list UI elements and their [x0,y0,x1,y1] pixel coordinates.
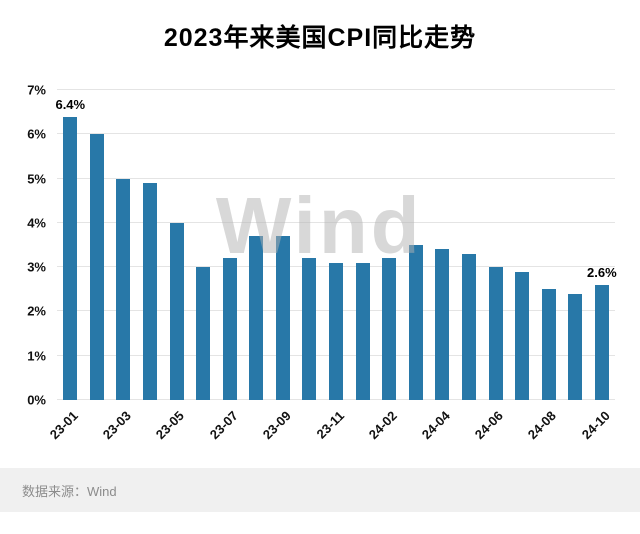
y-axis: 0% 1% 2% 3% 4% 5% 6% 7% [0,83,52,408]
bar-slot-24-05 [456,90,483,400]
chart-title: 2023年来美国CPI同比走势 [163,24,477,52]
x-tick-label: 24-02 [365,408,400,443]
bar-slot-23-01: 6.4% 23-01 [47,90,86,443]
bar-slot-23-10 [296,90,323,400]
gridline [57,177,615,179]
bar-slot-24-08: 24-08 [525,90,562,442]
bar-slot-24-02: 24-02 [366,90,403,442]
y-tick-label: 4% [27,215,46,231]
bar-slot-23-11: 23-11 [313,90,350,442]
bar-24-02 [382,258,397,400]
bar-slot-23-07: 23-07 [206,90,243,442]
bar-24-07 [515,271,530,400]
source-label: 数据来源：Wind [22,483,117,499]
bar-slot-23-05: 23-05 [153,90,190,442]
bar-23-11 [329,262,344,400]
y-tick-label: 5% [27,171,46,187]
bar-24-05 [461,253,476,400]
bar-23-02 [89,134,104,400]
x-tick-label: 23-09 [259,408,294,443]
x-tick-label: 23-07 [206,408,241,443]
bar-value-label: 2.6% [587,264,617,280]
bar-24-03 [408,245,423,400]
bar-23-04 [143,183,158,400]
bar-24-10 [594,284,609,400]
bar-slot-24-03 [403,90,430,400]
bar-23-07 [222,258,237,400]
bar-slot-23-03: 23-03 [100,90,137,442]
bar-slot-24-09 [562,90,589,400]
bar-slot-23-09: 23-09 [259,90,297,442]
bar-24-09 [568,293,583,400]
plot-area: 6.4% 23-01 23-03 23-05 23-07 23-09 23-11 24-02 2… [47,89,617,443]
bar-slot-23-04 [137,90,164,400]
gridline [57,221,615,223]
bar-23-01 [63,116,78,400]
gridline [57,133,615,135]
bar-slot-24-06: 24-06 [472,90,509,442]
x-tick-label: 23-11 [313,408,347,442]
bar-slot-24-01 [349,90,376,400]
bar-23-09 [275,236,290,400]
bar-24-04 [435,249,450,400]
bar-slot-23-08 [243,90,270,400]
x-tick-label: 24-10 [578,408,613,443]
x-tick-label: 23-03 [99,408,135,443]
gridline [57,89,615,90]
x-tick-label: 24-04 [418,408,453,443]
bars-container: 6.4% 23-01 23-03 23-05 23-07 23-09 23-11 24-02 2… [47,90,617,443]
source-footer: 数据来源：Wind [0,468,640,512]
bar-23-06 [196,267,211,400]
bar-24-08 [541,289,556,400]
x-tick-label: 24-08 [525,408,560,443]
y-tick-label: 7% [27,82,46,98]
x-tick-label: 23-01 [46,408,81,443]
bar-23-10 [302,258,317,400]
x-tick-label: 24-06 [472,408,507,443]
bar-value-label: 6.4% [55,96,86,112]
bar-24-01 [355,262,370,400]
bar-23-08 [249,236,264,400]
y-tick-label: 3% [27,259,46,275]
y-tick-label: 0% [27,392,46,408]
bar-23-03 [116,178,131,400]
y-tick-label: 6% [27,126,46,142]
y-tick-label: 2% [27,303,46,319]
bar-slot-23-06 [190,90,217,400]
bar-slot-24-07 [509,90,536,400]
bar-slot-24-10: 2.6% 24-10 [578,90,617,442]
y-tick-label: 1% [27,348,46,364]
bar-23-05 [169,222,184,400]
bar-slot-23-02 [84,90,111,400]
x-tick-label: 23-05 [153,408,188,443]
bar-24-06 [488,267,503,400]
bar-slot-24-04: 24-04 [419,90,456,442]
